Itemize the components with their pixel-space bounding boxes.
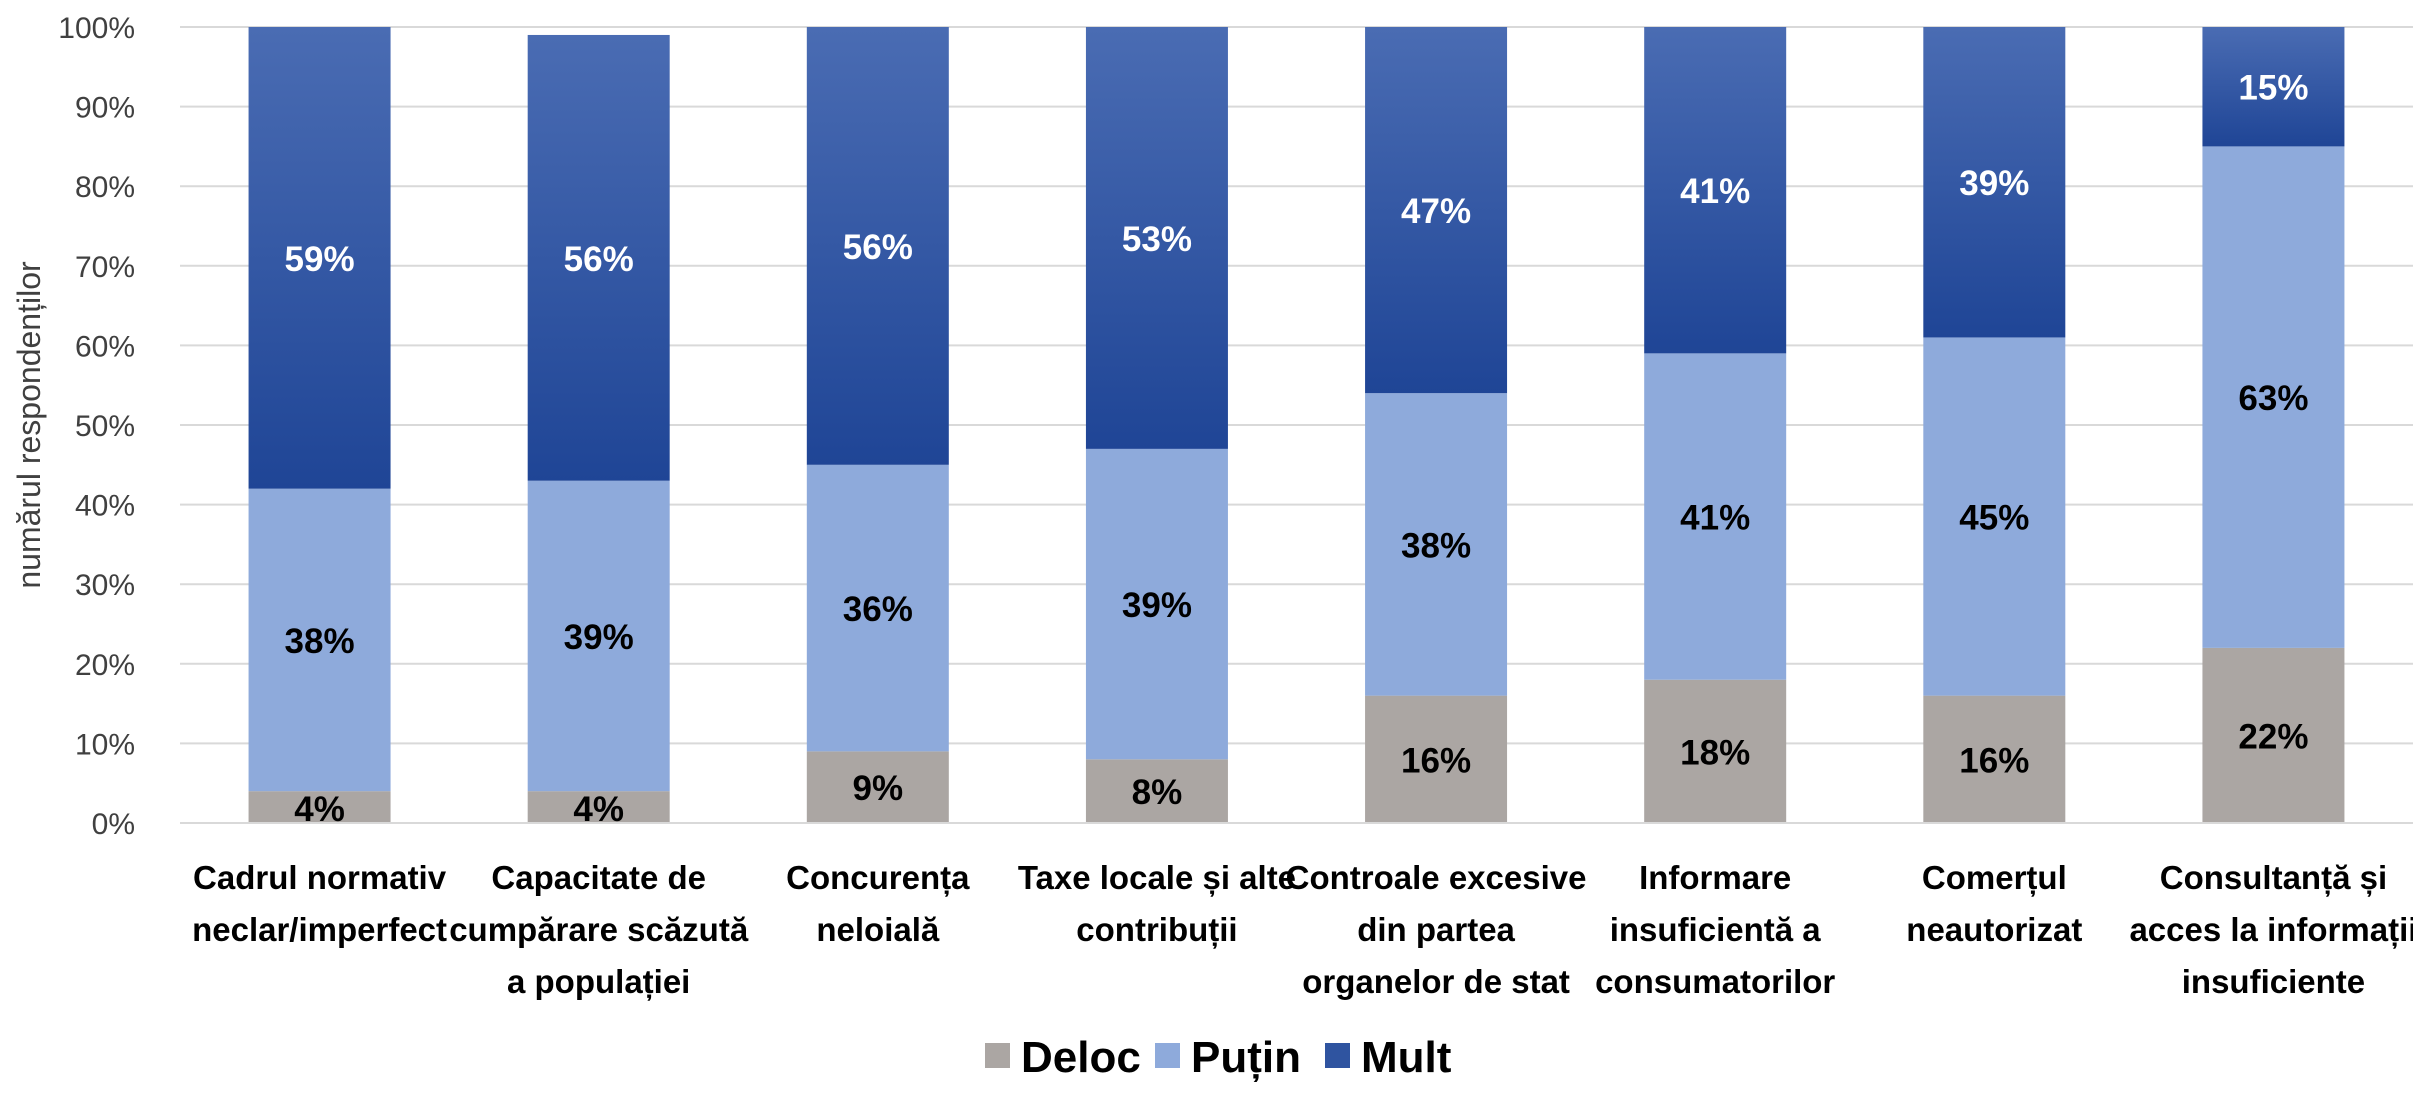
y-tick-label: 80% [75, 171, 135, 204]
data-label: 45% [1959, 499, 2029, 538]
data-label: 9% [853, 769, 904, 808]
legend-swatch-puțin [1155, 1043, 1180, 1068]
category-label: Comerțul neautorizat [1906, 859, 2082, 948]
bar-segment-mult [806, 27, 949, 465]
data-label: 41% [1680, 499, 1750, 538]
y-tick-label: 40% [75, 490, 135, 523]
y-tick-label: 60% [75, 330, 135, 363]
y-tick-label: 70% [75, 251, 135, 284]
y-tick-label: 30% [75, 569, 135, 602]
data-label: 15% [2238, 69, 2308, 108]
data-label: 16% [1401, 741, 1471, 780]
bar-segment-puțin [248, 488, 391, 792]
data-label: 56% [843, 228, 913, 267]
bar-segment-puțin [1085, 448, 1228, 760]
category-label: Consultanță și acces la informații insufic… [2129, 859, 2413, 1000]
data-label: 18% [1680, 733, 1750, 772]
bar-segment-mult [1644, 27, 1787, 354]
bar-segment-deloc [248, 791, 391, 823]
bar-segment-mult [2202, 27, 2345, 147]
data-label: 38% [1401, 526, 1471, 565]
data-label: 38% [285, 622, 355, 661]
data-label: 39% [564, 618, 634, 657]
y-tick-label: 50% [75, 410, 135, 443]
category-label: Cadrul normativ neclar/imperfect [192, 859, 447, 948]
category-label: Taxe locale și alte contribuții [1018, 859, 1296, 949]
data-label: 56% [564, 240, 634, 279]
bar-segment-puțin [527, 480, 670, 792]
data-label: 39% [1959, 164, 2029, 203]
y-tick-label: 100% [58, 12, 135, 45]
y-axis-ticks: 0% 10% 20% 30% 40% 50% 60% 70% 80% 90% 100% [58, 12, 135, 841]
y-axis-label: numărul respondenților [11, 261, 47, 589]
legend-swatch-mult [1325, 1043, 1350, 1068]
data-label: 22% [2238, 717, 2308, 756]
bar-segment-mult [1085, 27, 1228, 449]
data-label: 8% [1132, 773, 1183, 812]
legend-label-mult: Mult [1361, 1033, 1452, 1082]
category-label: Concurența neloială [786, 859, 970, 948]
bar-segment-deloc [1365, 695, 1508, 823]
data-label: 47% [1401, 192, 1471, 231]
bar-segment-mult [248, 27, 391, 489]
legend-label-deloc: Deloc [1021, 1033, 1141, 1082]
legend: Deloc Puțin Mult [985, 1033, 1452, 1082]
bar-segment-puțin [806, 464, 949, 752]
bars [248, 27, 2345, 823]
y-tick-label: 0% [92, 808, 135, 841]
category-label: Controale excesive din partea organelor de… [1286, 859, 1587, 1000]
bar-segment-deloc [1923, 695, 2066, 823]
data-label: 53% [1122, 220, 1192, 259]
y-tick-label: 90% [75, 92, 135, 125]
gridlines [180, 26, 2413, 745]
bar-segment-mult [1923, 27, 2066, 338]
bar-segment-deloc [1085, 759, 1228, 823]
legend-swatch-deloc [985, 1043, 1010, 1068]
data-labels: 4%38%59%4%39%56%9%36%56%8%39%53%16%38%47… [285, 69, 2309, 829]
bar-segment-puțin [1923, 337, 2066, 696]
data-label: 39% [1122, 586, 1192, 625]
bar-segment-puțin [1365, 393, 1508, 696]
bar-segment-puțin [2202, 146, 2345, 648]
bar-segment-mult [527, 34, 670, 481]
data-label: 59% [285, 240, 355, 279]
category-labels: Cadrul normativ neclar/imperfectCapacitat… [192, 859, 2413, 1001]
data-label: 63% [2238, 379, 2308, 418]
category-label: Informare insuficientă a consumatorilor [1595, 859, 1835, 1000]
bar-segment-puțin [1644, 353, 1787, 680]
data-label: 41% [1680, 172, 1750, 211]
y-tick-label: 20% [75, 649, 135, 682]
y-tick-label: 10% [75, 728, 135, 761]
legend-label-puțin: Puțin [1191, 1033, 1301, 1082]
bar-segment-deloc [806, 751, 949, 823]
bar-segment-deloc [527, 791, 670, 823]
bar-segment-mult [1365, 27, 1508, 394]
bar-segment-deloc [2202, 647, 2345, 823]
bar-segment-deloc [1644, 679, 1787, 823]
category-label: Capacitate de cumpărare scăzută a populați… [449, 859, 749, 1001]
data-label: 16% [1959, 741, 2029, 780]
data-label: 36% [843, 590, 913, 629]
